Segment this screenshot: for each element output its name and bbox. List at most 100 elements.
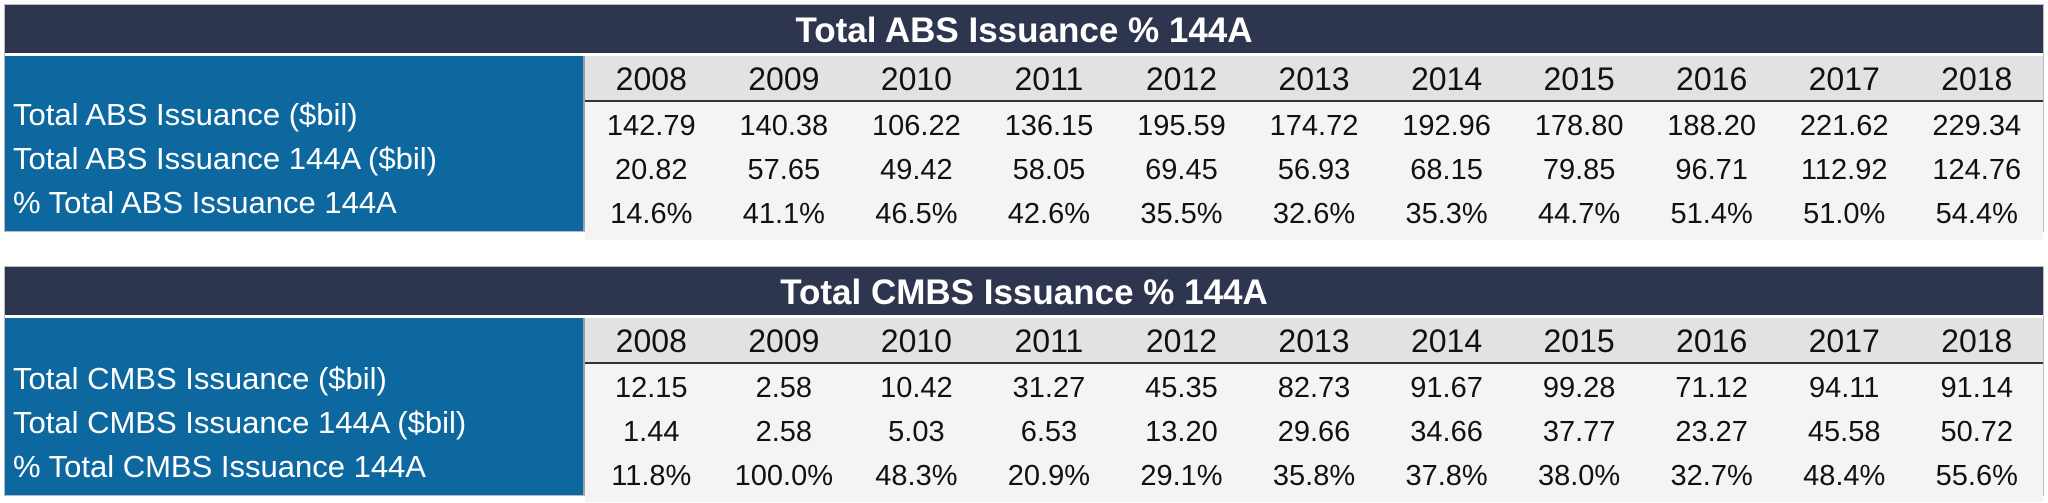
abs-year-header: 2008 2009 2010 2011 2012 2013 2014 2015 2016 2017… [585, 56, 2043, 102]
table-cell: 44.7% [1537, 198, 1621, 230]
year-header-cell: 2018 [1941, 323, 2013, 359]
table-cell: 195.59 [1137, 110, 1226, 142]
cmbs-values: 12.15 2.58 10.42 31.27 45.35 82.73 91.67 99.28 7… [585, 364, 2043, 502]
table-cell: 174.72 [1269, 110, 1359, 142]
year-header-cell: 2014 [1410, 61, 1483, 97]
table-cell: 188.20 [1667, 110, 1756, 142]
table-cell: 69.45 [1145, 154, 1218, 186]
table-cell: 14.6% [610, 198, 693, 230]
table-cell: 229.34 [1932, 110, 2022, 142]
year-header-cell: 2011 [1014, 323, 1084, 359]
abs-table: Total ABS Issuance % 144A Total ABS Issu… [4, 4, 2044, 240]
table-cell: 20.82 [614, 154, 688, 186]
table-cell: 221.62 [1799, 110, 1889, 142]
table-cell: 42.6% [1007, 198, 1091, 230]
table-cell: 136.15 [1004, 110, 1094, 142]
table-cell: 106.22 [872, 110, 961, 142]
year-header-cell: 2016 [1676, 61, 1748, 97]
table-cell: 2.58 [755, 416, 813, 448]
table-cell: 11.8% [611, 460, 692, 492]
table-row: 20.82 57.65 49.42 58.05 69.45 56.93 68.15 79.85… [585, 148, 2043, 192]
table-cell: 82.73 [1277, 372, 1351, 404]
row-label-total-abs-issuance: Total ABS Issuance ($bil) [13, 97, 358, 132]
table-cell: 55.6% [1935, 460, 2018, 492]
table-cell: 13.20 [1145, 416, 1218, 448]
table-cell: 32.6% [1272, 198, 1356, 230]
table-cell: 96.71 [1675, 154, 1748, 186]
table-cell: 49.42 [880, 154, 953, 186]
table-cell: 35.8% [1272, 460, 1356, 492]
table-row: 14.6% 41.1% 46.5% 42.6% 35.5% 32.6% 35.3% 44.7%… [585, 192, 2043, 236]
cmbs-row-labels: Total CMBS Issuance ($bil) Total CMBS Is… [5, 318, 585, 495]
table-cell: 142.79 [606, 110, 696, 142]
table-cell: 45.35 [1145, 372, 1218, 404]
table-cell: 91.67 [1410, 372, 1483, 404]
table-cell: 45.58 [1807, 416, 1881, 448]
table-cell: 10.42 [880, 372, 953, 404]
table-cell: 32.7% [1670, 460, 1753, 492]
table-row: 1.44 2.58 5.03 6.53 13.20 29.66 34.66 37.77 23.2… [585, 410, 2043, 454]
table-cell: 140.38 [739, 110, 829, 142]
cmbs-table-title: Total CMBS Issuance % 144A [5, 267, 2043, 318]
table-cell: 178.80 [1534, 110, 1624, 142]
year-header-cell: 2012 [1145, 323, 1218, 359]
row-label-pct-cmbs-issuance-144a: % Total CMBS Issuance 144A [13, 449, 426, 484]
table-row: 142.79 140.38 106.22 136.15 195.59 174.72 192.… [585, 104, 2043, 148]
table-cell: 48.4% [1803, 460, 1886, 492]
table-cell: 5.03 [888, 416, 945, 448]
table-cell: 2.58 [755, 372, 813, 404]
table-cell: 100.0% [734, 460, 833, 492]
year-header-cell: 2018 [1941, 61, 2013, 97]
year-header-cell: 2017 [1808, 61, 1880, 97]
year-header-cell: 2010 [880, 61, 952, 97]
table-row: 12.15 2.58 10.42 31.27 45.35 82.73 91.67 99.28 7… [585, 366, 2043, 410]
cmbs-table: Total CMBS Issuance % 144A Total CMBS Is… [4, 266, 2044, 502]
abs-row-labels: Total ABS Issuance ($bil) Total ABS Issu… [5, 56, 585, 231]
table-cell: 37.77 [1542, 416, 1616, 448]
year-header-cell: 2013 [1278, 61, 1350, 97]
table-cell: 124.76 [1932, 154, 2022, 186]
year-header-cell: 2012 [1145, 61, 1218, 97]
table-cell: 37.8% [1405, 460, 1488, 492]
year-header-cell: 2015 [1543, 61, 1615, 97]
year-header-cell: 2014 [1410, 323, 1483, 359]
table-cell: 41.1% [742, 198, 825, 230]
table-cell: 34.66 [1410, 416, 1483, 448]
row-label-total-cmbs-issuance: Total CMBS Issuance ($bil) [13, 361, 387, 396]
table-cell: 29.1% [1140, 460, 1223, 492]
table-cell: 94.11 [1808, 372, 1880, 404]
table-cell: 12.15 [614, 372, 688, 404]
table-cell: 71.12 [1675, 372, 1748, 404]
table-cell: 192.96 [1402, 110, 1491, 142]
year-header-cell: 2009 [748, 323, 820, 359]
table-cell: 112.92 [1800, 154, 1888, 186]
table-cell: 58.05 [1012, 154, 1086, 186]
table-cell: 46.5% [875, 198, 958, 230]
table-row: 11.8% 100.0% 48.3% 20.9% 29.1% 35.8% 37.8% 38.0… [585, 454, 2043, 498]
row-label-pct-abs-issuance-144a: % Total ABS Issuance 144A [13, 185, 397, 220]
abs-table-title: Total ABS Issuance % 144A [5, 5, 2043, 56]
year-header-cell: 2008 [615, 61, 687, 97]
row-label-total-abs-issuance-144a: Total ABS Issuance 144A ($bil) [13, 141, 437, 176]
table-cell: 56.93 [1277, 154, 1351, 186]
table-cell: 57.65 [747, 154, 821, 186]
cmbs-year-header: 2008 2009 2010 2011 2012 2013 2014 2015 2016 2017… [585, 318, 2043, 364]
table-cell: 68.15 [1410, 154, 1483, 186]
row-label-total-cmbs-issuance-144a: Total CMBS Issuance 144A ($bil) [13, 405, 467, 440]
year-header-cell: 2017 [1808, 323, 1880, 359]
table-cell: 54.4% [1935, 198, 2018, 230]
table-cell: 50.72 [1940, 416, 2014, 448]
table-cell: 91.14 [1940, 372, 2014, 404]
year-header-cell: 2009 [748, 61, 820, 97]
table-cell: 51.4% [1670, 198, 1753, 230]
table-cell: 1.44 [623, 416, 680, 448]
year-header-cell: 2011 [1014, 61, 1084, 97]
abs-values: 142.79 140.38 106.22 136.15 195.59 174.72 192.… [585, 102, 2043, 240]
table-cell: 31.27 [1012, 372, 1086, 404]
table-cell: 48.3% [875, 460, 958, 492]
year-header-cell: 2008 [615, 323, 687, 359]
year-header-cell: 2010 [880, 323, 952, 359]
table-cell: 23.27 [1675, 416, 1748, 448]
year-header-cell: 2013 [1278, 323, 1350, 359]
table-cell: 79.85 [1542, 154, 1616, 186]
